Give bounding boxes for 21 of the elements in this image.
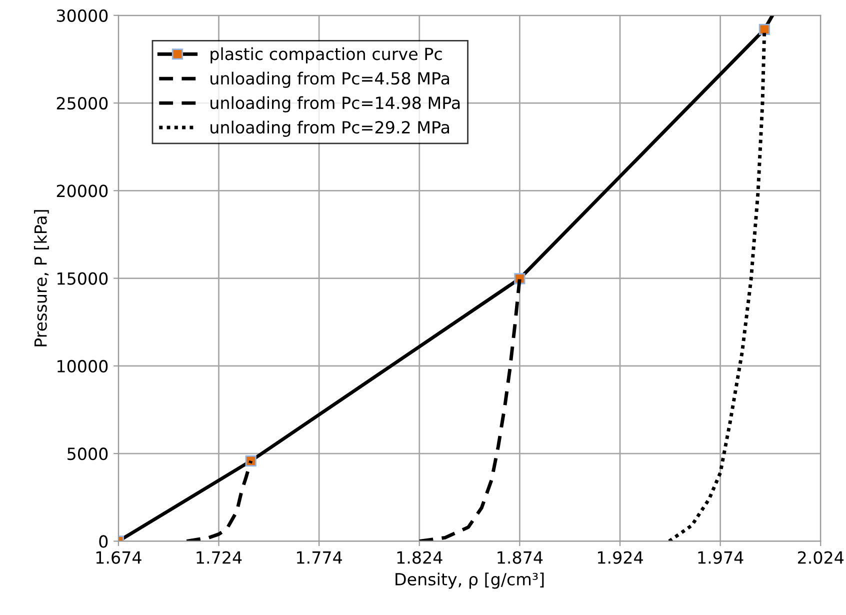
y-tick-label: 20000 <box>56 184 108 198</box>
legend-label: plastic compaction curve Pc <box>210 47 442 64</box>
x-tick-label: 1.824 <box>397 551 442 564</box>
x-axis-title: Density, ρ [g/cm³] <box>396 572 544 589</box>
x-tick-label: 2.024 <box>798 551 844 564</box>
legend-label: unloading from Pc=14.98 MPa <box>210 96 460 112</box>
y-tick-label: 25000 <box>56 96 108 110</box>
legend-label: unloading from Pc=4.58 MPa <box>210 72 450 88</box>
legend-label: unloading from Pc=29.2 MPa <box>210 120 450 137</box>
y-tick-label: 5000 <box>68 448 108 460</box>
y-axis-title: Pressure, P [kPa] <box>34 210 49 346</box>
x-tick-label: 1.774 <box>297 551 342 564</box>
x-tick-label: 1.974 <box>698 551 744 564</box>
y-tick-label: 0 <box>99 535 108 548</box>
x-tick-label: 1.724 <box>196 551 242 564</box>
y-tick-label: 10000 <box>58 360 108 372</box>
x-tick-label: 1.924 <box>598 551 643 564</box>
x-tick-label: 1.674 <box>96 551 142 564</box>
y-tick-label: 30000 <box>56 9 108 22</box>
y-tick-label: 15000 <box>58 272 108 285</box>
x-tick-label: 1.874 <box>498 551 543 564</box>
